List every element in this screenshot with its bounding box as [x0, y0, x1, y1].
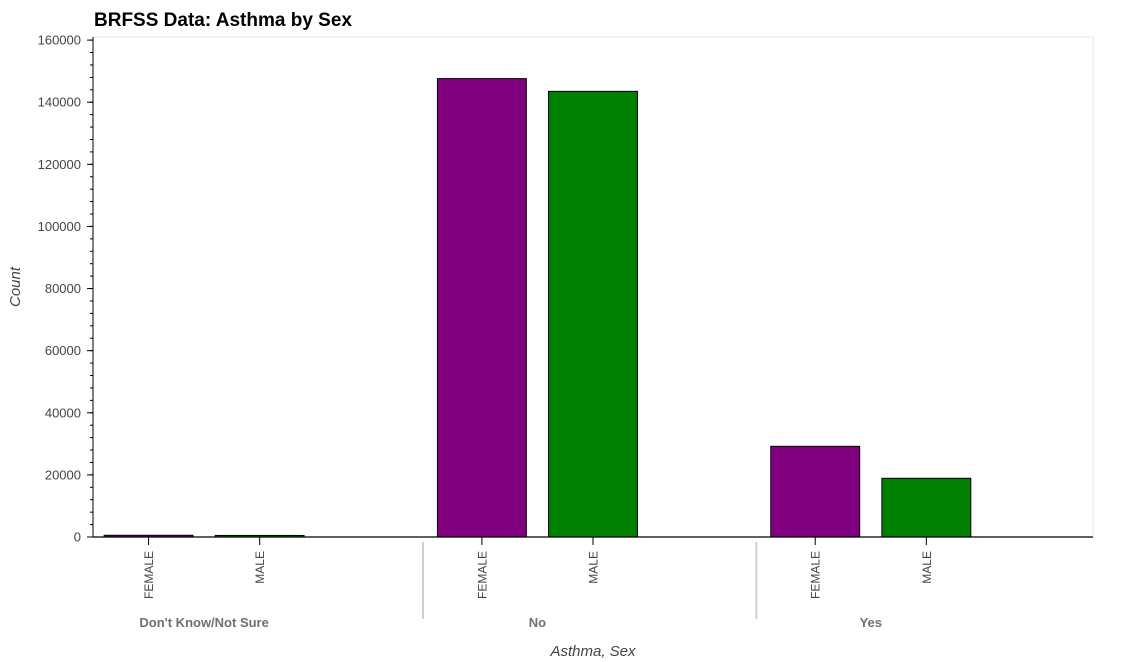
y-tick-label: 20000	[45, 467, 81, 482]
bar-yes-male	[881, 477, 972, 538]
y-tick-label: 140000	[38, 95, 81, 110]
bars	[103, 78, 972, 538]
y-tick-label: 120000	[38, 157, 81, 172]
y-tick-label: 40000	[45, 405, 81, 420]
y-axis: 0 20000 40000 60000 80000 100000 120000 140000 1…	[38, 33, 94, 545]
x-category-label: FEMALE	[475, 551, 489, 599]
y-tick-label: 100000	[38, 219, 81, 234]
y-tick-label: 60000	[45, 343, 81, 358]
bar-no-female	[436, 78, 527, 538]
x-category-label: FEMALE	[809, 551, 823, 599]
x-category-label: MALE	[253, 551, 267, 584]
y-tick-label: 0	[74, 530, 81, 545]
bar-yes-female	[770, 445, 861, 538]
y-axis-title: Count	[7, 266, 24, 307]
x-category-label: MALE	[920, 551, 934, 584]
chart-title: BRFSS Data: Asthma by Sex	[94, 10, 352, 31]
x-group-label: Don't Know/Not Sure	[139, 615, 268, 630]
x-category-label: MALE	[587, 551, 601, 584]
x-category-label: FEMALE	[142, 551, 156, 599]
x-axis-title: Asthma, Sex	[549, 643, 636, 660]
x-axis: FEMALE MALE Don't Know/Not Sure FEMALE MALE N…	[93, 536, 1093, 630]
x-group-label: No	[529, 615, 546, 630]
x-group-label: Yes	[860, 615, 882, 630]
y-tick-label: 80000	[45, 281, 81, 296]
y-tick-label: 160000	[38, 33, 81, 48]
bar-no-male	[548, 90, 638, 538]
